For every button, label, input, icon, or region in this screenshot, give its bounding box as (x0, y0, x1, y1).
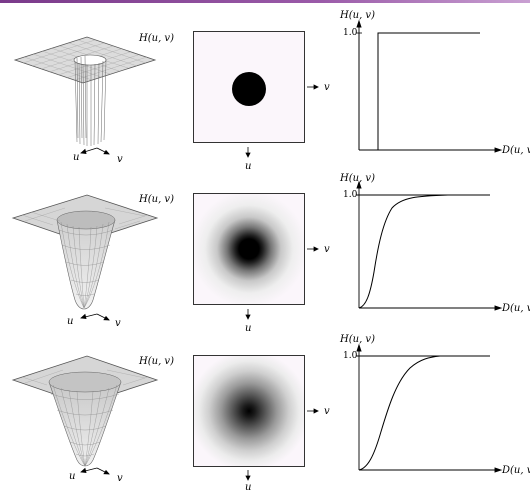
image-axis-v-butterworth: v (324, 244, 330, 255)
surface-plot-butterworth (11, 194, 159, 321)
profile-tick-gaussian: 1.0 (343, 351, 358, 361)
surface-plot-gaussian (11, 355, 159, 475)
surface-label-butterworth: H(u, v) (139, 194, 174, 205)
surface-plot-ideal (13, 36, 157, 155)
surface-axis-v-butterworth: v (115, 318, 121, 329)
filter-disk-ideal (232, 72, 266, 106)
image-axis-v-gaussian: v (324, 406, 330, 417)
image-axis-v-ideal: v (324, 82, 330, 93)
filter-image-ideal (193, 31, 305, 143)
image-axis-u-ideal: u (245, 161, 252, 172)
profile-ylabel-butterworth: H(u, v) (340, 173, 375, 184)
profile-curve-gaussian (358, 355, 441, 471)
image-axis-u-butterworth: u (245, 323, 252, 334)
surface-axis-v-ideal: v (117, 154, 123, 165)
surface-axis-u-butterworth: u (67, 316, 74, 327)
profile-xlabel-butterworth: D(u, v) (502, 303, 530, 314)
image-axis-u-gaussian: u (245, 482, 252, 493)
top-accent-bar (0, 0, 530, 3)
surface-axis-u-ideal: u (73, 152, 80, 163)
profile-ylabel-ideal: H(u, v) (340, 10, 375, 21)
profile-curve-ideal (359, 32, 480, 151)
profile-xlabel-ideal: D(u, v) (502, 145, 530, 156)
filter-image-gaussian (193, 355, 305, 467)
filter-image-butterworth (193, 193, 305, 305)
surface-label-gaussian: H(u, v) (139, 356, 174, 367)
surface-axis-u-gaussian: u (69, 471, 76, 482)
surface-label-ideal: H(u, v) (139, 33, 174, 44)
profile-curve-butterworth (358, 194, 449, 309)
profile-xlabel-gaussian: D(u, v) (502, 465, 530, 476)
profile-tick-ideal: 1.0 (343, 28, 358, 38)
surface-axis-v-gaussian: v (117, 473, 123, 484)
profile-tick-butterworth: 1.0 (343, 190, 358, 200)
profile-ylabel-gaussian: H(u, v) (340, 334, 375, 345)
